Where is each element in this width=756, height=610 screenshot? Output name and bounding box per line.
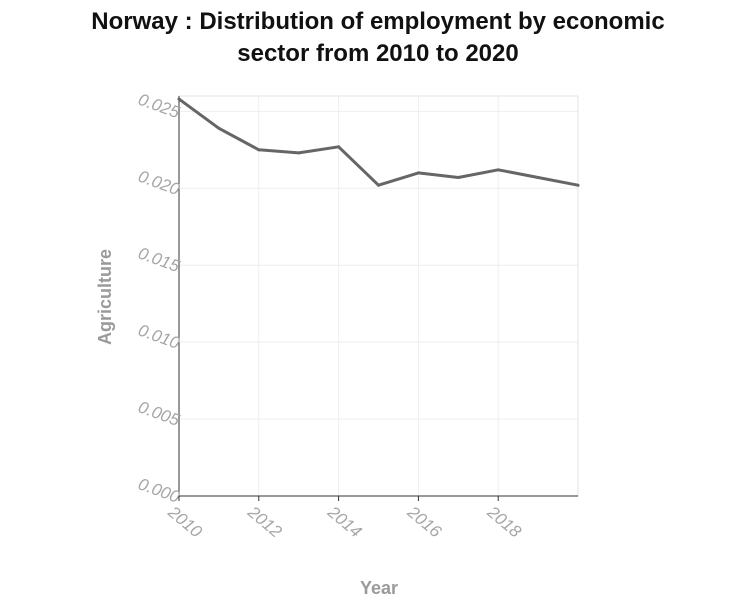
x-tick-label: 2014 <box>323 502 365 542</box>
data-point <box>217 127 220 130</box>
y-tick-label: 0.015 <box>136 244 183 277</box>
y-tick-labels: 0.000 0.005 0.010 0.015 0.020 0.025 <box>136 90 183 507</box>
x-tick-label: 2010 <box>164 502 206 542</box>
y-axis-title: Agriculture <box>95 249 115 345</box>
data-point <box>257 148 260 151</box>
data-point <box>537 176 540 179</box>
data-point <box>417 171 420 174</box>
x-tick-label: 2016 <box>403 502 445 542</box>
y-tick-label: 0.020 <box>136 167 183 200</box>
y-tick-label: 0.000 <box>136 474 183 507</box>
plot-frame <box>179 96 578 496</box>
y-tick-label: 0.005 <box>136 397 183 430</box>
y-tick-label: 0.025 <box>136 90 183 123</box>
x-tick-labels: 2010 2012 2014 2016 2018 <box>164 496 526 542</box>
data-point <box>377 184 380 187</box>
data-point <box>577 184 580 187</box>
data-point <box>178 98 181 101</box>
y-tick-label: 0.010 <box>136 321 183 354</box>
series-line <box>179 99 578 185</box>
data-point <box>497 168 500 171</box>
x-tick-label: 2012 <box>243 502 285 542</box>
data-point <box>337 145 340 148</box>
x-axis-title: Year <box>360 578 398 598</box>
grid <box>179 96 578 496</box>
data-point <box>297 151 300 154</box>
data-point <box>457 176 460 179</box>
x-tick-label: 2018 <box>483 502 525 542</box>
